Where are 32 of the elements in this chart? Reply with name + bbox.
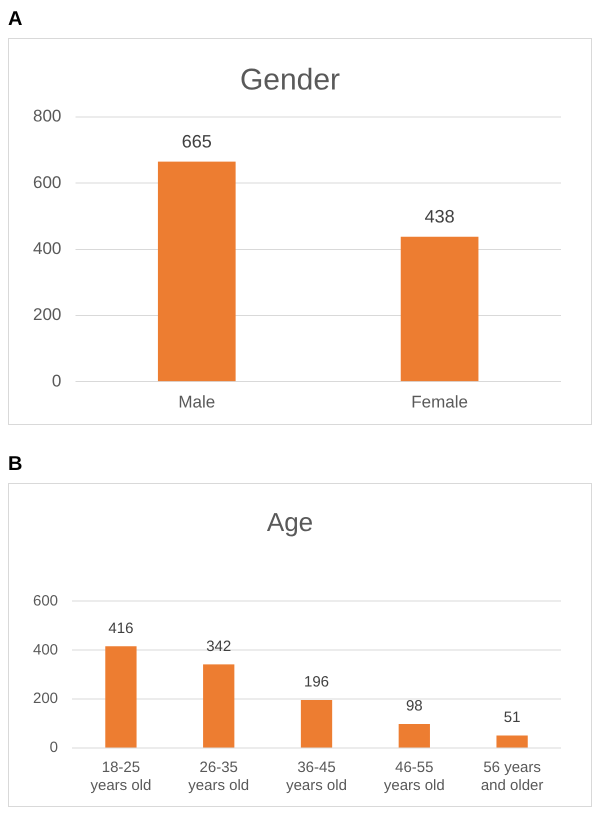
y-tick-label: 600 — [32, 172, 62, 192]
y-tick-label: 400 — [32, 641, 58, 658]
bar — [398, 724, 430, 748]
y-tick-label: 800 — [32, 106, 62, 126]
y-tick-label: 0 — [52, 371, 62, 390]
y-tick-label: 0 — [50, 739, 58, 756]
bar — [203, 664, 234, 748]
x-tick-label: 46-55 years old — [384, 759, 445, 794]
y-tick-label: 200 — [32, 305, 62, 324]
y-tick-label: 600 — [32, 592, 58, 610]
bar — [300, 700, 332, 748]
chart-title: Gender — [240, 63, 340, 96]
x-tick-label: Female — [411, 392, 468, 412]
x-tick-label: 26-35 years old — [188, 759, 250, 794]
text: A — [8, 8, 24, 32]
x-tick-label: Male — [178, 392, 216, 412]
y-tick-label: 200 — [32, 690, 58, 708]
x-tick-label: 18-25 years old — [90, 759, 152, 794]
data-label: 342 — [206, 638, 232, 655]
data-label: 196 — [304, 674, 330, 691]
data-label: 665 — [182, 132, 212, 152]
data-label: 51 — [504, 709, 520, 726]
data-label: 98 — [406, 698, 423, 715]
bar — [496, 736, 528, 748]
x-tick-label: 56 years and older — [480, 759, 544, 794]
text: B — [8, 453, 24, 477]
x-tick-label: 36-45 years old — [286, 759, 347, 794]
bar — [105, 646, 137, 748]
data-label: 438 — [424, 206, 455, 227]
data-label: 416 — [108, 620, 134, 637]
y-tick-label: 400 — [32, 238, 62, 258]
chart-title: Age — [266, 506, 314, 537]
